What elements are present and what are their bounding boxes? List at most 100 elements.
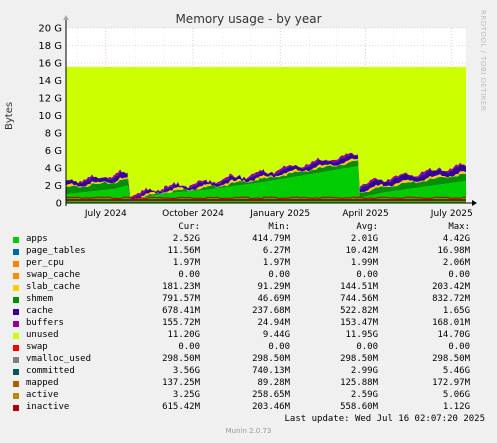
munin-footer: Munin 2.0.73: [225, 427, 272, 435]
legend-header: Cur: Min: Avg: Max:: [0, 222, 497, 234]
legend-row: committed 3.56G 740.13M 2.99G 5.46G: [0, 366, 497, 378]
line-inactive: [65, 196, 467, 200]
legend-max: 172.97M: [432, 378, 470, 388]
legend-avg: 2.59G: [350, 390, 378, 400]
legend-swatch: [13, 249, 19, 255]
legend-min: 414.79M: [252, 234, 290, 244]
legend-avg: 298.50M: [340, 354, 378, 364]
legend-min: 24.94M: [257, 318, 290, 328]
tick-labels: 0 2 G 4 G 6 G 8 G 10 G 12 G 14 G 16 G 18 G 20 G Jul…: [38, 24, 472, 220]
legend-cur: 298.50M: [162, 354, 200, 364]
legend-swatch: [13, 369, 19, 375]
area-unused: [66, 66, 466, 199]
legend-min: 237.68M: [252, 306, 290, 316]
legend-row: apps 2.52G 414.79M 2.01G 4.42G: [0, 234, 497, 246]
legend-avg: 1.99M: [350, 258, 378, 268]
legend-avg: 11.95G: [345, 330, 378, 340]
header-cur: Cur:: [178, 222, 200, 232]
legend-row: per_cpu 1.97M 1.97M 1.99M 2.06M: [0, 258, 497, 270]
x-axis-arrow: [472, 200, 477, 206]
memory-chart: 0 2 G 4 G 6 G 8 G 10 G 12 G 14 G 16 G 18 G 20 G Jul…: [38, 15, 477, 220]
legend-cur: 3.25G: [172, 390, 200, 400]
legend-cur: 678.41M: [162, 306, 200, 316]
legend-label: active: [26, 390, 59, 400]
legend-avg: 522.82M: [340, 306, 378, 316]
legend-swatch: [13, 405, 19, 411]
legend-max: 832.72M: [432, 294, 470, 304]
legend-min: 91.29M: [257, 282, 290, 292]
legend-cur: 181.23M: [162, 282, 200, 292]
legend-avg: 2.99G: [350, 366, 378, 376]
legend-label: slab_cache: [26, 282, 81, 292]
legend-max: 1.12G: [442, 402, 470, 412]
legend-row: unused 11.20G 9.44G 11.95G 14.70G: [0, 330, 497, 342]
legend-label: unused: [26, 330, 59, 340]
y-tick-label: 14 G: [38, 76, 62, 87]
legend-label: mapped: [26, 378, 59, 388]
legend-avg: 10.42M: [345, 246, 378, 256]
legend-swatch: [13, 273, 19, 279]
legend-max: 0.00: [448, 270, 470, 280]
legend-cur: 1.97M: [172, 258, 200, 268]
area-cache: [66, 152, 466, 200]
legend-swatch: [13, 309, 19, 315]
legend-max: 0.00: [448, 342, 470, 352]
legend-swatch: [13, 381, 19, 387]
legend-swatch: [13, 237, 19, 243]
legend-avg: 2.01G: [350, 234, 378, 244]
legend-row: mapped 137.25M 89.28M 125.88M 172.97M: [0, 378, 497, 390]
legend-label: inactive: [26, 402, 70, 412]
x-tick-label: October 2024: [162, 209, 224, 219]
legend-swatch: [13, 345, 19, 351]
y-tick-label: 18 G: [38, 41, 62, 52]
legend-row: active 3.25G 258.65M 2.59G 5.06G: [0, 390, 497, 402]
legend-label: apps: [26, 234, 48, 244]
legend-max: 2.06M: [442, 258, 470, 268]
y-tick-label: 6 G: [45, 146, 62, 157]
x-tick-label: January 2025: [249, 209, 310, 219]
legend-swatch: [13, 333, 19, 339]
legend-cur: 11.56M: [167, 246, 200, 256]
legend-min: 258.65M: [252, 390, 290, 400]
legend-row: shmem 791.57M 46.69M 744.56M 832.72M: [0, 294, 497, 306]
legend-cur: 0.00: [178, 270, 200, 280]
legend-max: 16.98M: [437, 246, 470, 256]
x-tick-label: July 2024: [84, 209, 127, 219]
header-avg: Avg:: [356, 222, 378, 232]
legend-cur: 3.56G: [172, 366, 200, 376]
legend-avg: 0.00: [356, 270, 378, 280]
legend-min: 46.69M: [257, 294, 290, 304]
legend-min: 1.97M: [262, 258, 290, 268]
legend-min: 0.00: [268, 270, 290, 280]
legend-max: 5.06G: [442, 390, 470, 400]
legend-min: 203.46M: [252, 402, 290, 412]
last-update: Last update: Wed Jul 16 02:07:20 2025: [284, 414, 485, 424]
legend-label: committed: [26, 366, 75, 376]
x-tick-label: July 2025: [430, 209, 473, 219]
bottom-band: [66, 199, 466, 201]
legend-label: swap_cache: [26, 270, 81, 280]
legend-cur: 2.52G: [172, 234, 200, 244]
legend-min: 89.28M: [257, 378, 290, 388]
x-tick-label: April 2025: [342, 209, 388, 219]
y-tick-label: 0: [56, 199, 62, 210]
legend-label: cache: [26, 306, 54, 316]
legend-swatch: [13, 285, 19, 291]
legend-avg: 744.56M: [340, 294, 378, 304]
y-tick-label: 8 G: [45, 129, 62, 140]
header-max: Max:: [448, 222, 470, 232]
legend-cur: 11.20G: [167, 330, 200, 340]
series-areas: [65, 66, 467, 203]
legend-avg: 0.00: [356, 342, 378, 352]
chart-title: Memory usage - by year: [175, 12, 322, 26]
area-apps: [66, 166, 466, 203]
legend-row: slab_cache 181.23M 91.29M 144.51M 203.42M: [0, 282, 497, 294]
legend-max: 203.42M: [432, 282, 470, 292]
legend-swatch: [13, 321, 19, 327]
header-min: Min:: [268, 222, 290, 232]
legend-min: 6.27M: [262, 246, 290, 256]
legend-avg: 558.60M: [340, 402, 378, 412]
legend-label: swap: [26, 342, 48, 352]
y-tick-label: 10 G: [38, 111, 62, 122]
y-tick-label: 16 G: [38, 59, 62, 70]
